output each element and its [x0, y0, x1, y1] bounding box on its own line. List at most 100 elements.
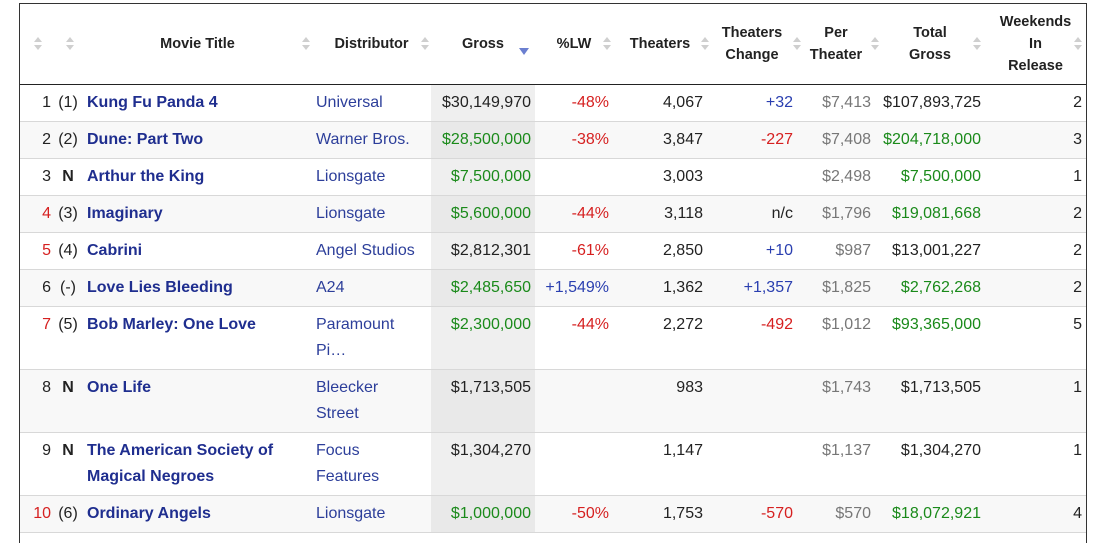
movie-title-link[interactable]: Imaginary	[87, 205, 163, 222]
movie-title-column-header[interactable]: Movie Title	[83, 4, 312, 85]
previous-rank-cell: N	[53, 158, 83, 196]
table-row: 3 N Arthur the King Lionsgate $7,500,000…	[20, 158, 1086, 196]
title-cell: Love Lies Bleeding	[83, 269, 312, 307]
total-gross-cell: $18,072,921	[875, 495, 985, 533]
distributor-link[interactable]: Lionsgate	[316, 505, 386, 522]
gross-cell: $2,485,650	[431, 269, 535, 307]
theaters-header-label: Theaters	[629, 36, 691, 52]
distributor-link[interactable]: Universal	[316, 94, 383, 111]
sort-icon	[973, 36, 981, 52]
per-theater-cell: $1,796	[797, 195, 875, 233]
per-theater-cell: $1,012	[797, 306, 875, 370]
lw-cell: -50%	[535, 495, 613, 533]
theaters-cell: 3,003	[613, 158, 707, 196]
distributor-link[interactable]: Lionsgate	[316, 168, 386, 185]
theaters-cell: 2,272	[613, 306, 707, 370]
per-theater-cell: $2,498	[797, 158, 875, 196]
theaters-cell: 1,362	[613, 269, 707, 307]
sort-icon	[34, 36, 42, 52]
distributor-link[interactable]: Angel Studios	[316, 242, 415, 259]
movie-title-link[interactable]: Kung Fu Panda 4	[87, 94, 218, 111]
rank-column-header[interactable]	[20, 4, 53, 85]
previous-rank-cell: (-)	[53, 269, 83, 307]
theaters-change-cell	[707, 158, 797, 196]
distributor-link[interactable]: Paramount Pi…	[316, 316, 395, 359]
distributor-column-header[interactable]: Distributor	[312, 4, 431, 85]
sort-icon	[421, 36, 429, 52]
lw-cell: -44%	[535, 306, 613, 370]
per-theater-header-label: Per Theater	[809, 25, 863, 63]
movie-title-link[interactable]: One Life	[87, 379, 152, 396]
gross-cell: $2,812,301	[431, 232, 535, 270]
rank-cell: 8	[20, 369, 53, 433]
gross-cell: $2,300,000	[431, 306, 535, 370]
table-row: 1 (1) Kung Fu Panda 4 Universal $30,149,…	[20, 84, 1086, 122]
table-row: 7 (5) Bob Marley: One Love Paramount Pi… …	[20, 306, 1086, 370]
distributor-link[interactable]: Warner Bros.	[316, 131, 410, 148]
movie-title-header-label: Movie Title	[160, 36, 235, 52]
theaters-change-cell: -492	[707, 306, 797, 370]
per-theater-column-header[interactable]: Per Theater	[797, 4, 879, 85]
distributor-cell: Lionsgate	[312, 158, 431, 196]
gross-column-header[interactable]: Gross	[431, 4, 535, 85]
distributor-link[interactable]: Focus Features	[316, 442, 380, 485]
theaters-change-column-header[interactable]: Theaters Change	[707, 4, 801, 85]
sort-icon	[302, 36, 310, 52]
rank-cell: 5	[20, 232, 53, 270]
rank-cell: 3	[20, 158, 53, 196]
weekends-cell: 4	[985, 495, 1086, 533]
movie-title-link[interactable]: Dune: Part Two	[87, 131, 204, 148]
previous-rank-cell: (5)	[53, 306, 83, 370]
theaters-cell: 3,118	[613, 195, 707, 233]
weekends-cell: 2	[985, 269, 1086, 307]
weekends-column-header[interactable]: Weekends In Release	[985, 4, 1086, 85]
movie-title-link[interactable]: Love Lies Bleeding	[87, 279, 233, 296]
distributor-cell: Bleecker Street	[312, 369, 431, 433]
theaters-change-cell: +32	[707, 84, 797, 122]
distributor-link[interactable]: A24	[316, 279, 345, 296]
gross-cell: $7,500,000	[431, 158, 535, 196]
lw-column-header[interactable]: %LW	[535, 4, 613, 85]
weekends-cell: 2	[985, 195, 1086, 233]
movie-title-link[interactable]: Cabrini	[87, 242, 143, 259]
total-gross-cell: $1,304,270	[875, 432, 985, 496]
total-gross-column-header[interactable]: Total Gross	[875, 4, 985, 85]
theaters-cell: 4,067	[613, 84, 707, 122]
distributor-link[interactable]: Lionsgate	[316, 205, 386, 222]
theaters-change-cell	[707, 369, 797, 433]
theaters-change-cell: +10	[707, 232, 797, 270]
weekends-cell: 3	[985, 121, 1086, 159]
movie-title-link[interactable]: Ordinary Angels	[87, 505, 211, 522]
distributor-link[interactable]: Bleecker Street	[316, 379, 379, 422]
distributor-header-label: Distributor	[334, 36, 409, 52]
weekends-cell: 1	[985, 432, 1086, 496]
title-cell: Imaginary	[83, 195, 312, 233]
rank-cell: 6	[20, 269, 53, 307]
gross-cell: $1,000,000	[431, 495, 535, 533]
previous-rank-cell: (4)	[53, 232, 83, 270]
movie-title-link[interactable]: Bob Marley: One Love	[87, 316, 256, 333]
sort-icon	[1074, 36, 1082, 52]
weekends-cell: 5	[985, 306, 1086, 370]
lw-cell	[535, 369, 613, 433]
theaters-column-header[interactable]: Theaters	[613, 4, 709, 85]
total-gross-cell: $107,893,725	[875, 84, 985, 122]
theaters-change-header-label: Theaters Change	[721, 25, 783, 63]
movie-title-link[interactable]: Arthur the King	[87, 168, 205, 185]
previous-rank-cell: (1)	[53, 84, 83, 122]
title-cell: One Life	[83, 369, 312, 433]
distributor-cell: Warner Bros.	[312, 121, 431, 159]
previous-rank-cell: (3)	[53, 195, 83, 233]
previous-rank-column-header[interactable]	[53, 4, 83, 85]
table-row: 5 (4) Cabrini Angel Studios $2,812,301 -…	[20, 232, 1086, 270]
total-gross-cell: $19,081,668	[875, 195, 985, 233]
lw-cell: -61%	[535, 232, 613, 270]
sort-descending-icon	[519, 48, 529, 55]
distributor-cell: Lionsgate	[312, 495, 431, 533]
total-gross-header-label: Total Gross	[909, 25, 951, 63]
sort-icon	[603, 36, 611, 52]
gross-cell: $5,600,000	[431, 195, 535, 233]
per-theater-cell: $1,743	[797, 369, 875, 433]
theaters-cell: 983	[613, 369, 707, 433]
movie-title-link[interactable]: The American Society of Magical Negroes	[87, 442, 274, 485]
